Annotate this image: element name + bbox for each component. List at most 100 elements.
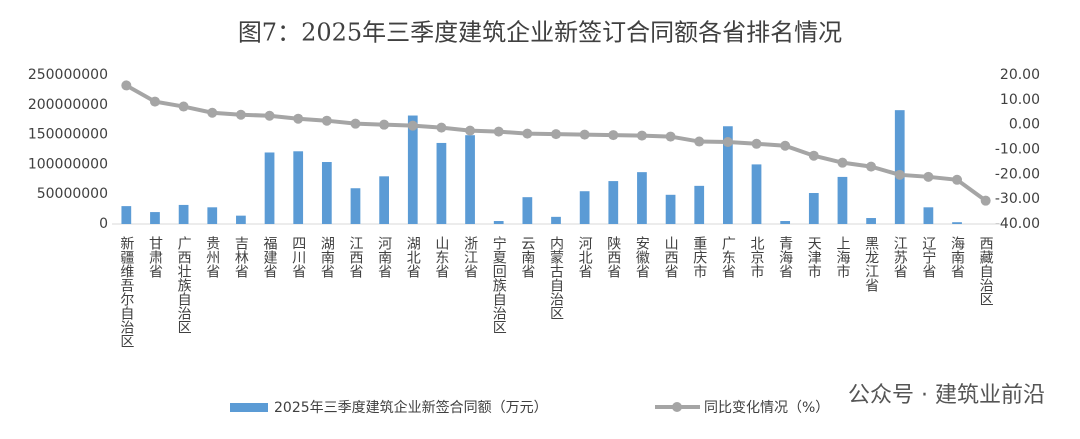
y-tick-label: 0 — [99, 216, 108, 232]
line-marker — [321, 115, 332, 126]
x-tick-label: 湖北省 — [405, 236, 421, 278]
legend-label: 2025年三季度建筑企业新签合同额（万元） — [274, 399, 548, 416]
chart-title: 图7：2025年三季度建筑企业新签订合同额各省排名情况 — [238, 19, 842, 47]
bar — [551, 216, 561, 224]
x-tick-label: 云南省 — [519, 236, 535, 278]
bar — [264, 152, 275, 224]
x-tick-label: 河南省 — [376, 236, 392, 278]
bar — [150, 212, 160, 224]
bar — [465, 135, 475, 224]
bar — [923, 207, 934, 224]
line-marker — [436, 122, 447, 133]
line-marker — [579, 129, 590, 140]
line-marker — [551, 129, 561, 140]
line-marker — [808, 150, 819, 161]
bar — [436, 142, 447, 224]
bar — [723, 126, 733, 224]
x-tick-label: 广西壮族自治区 — [176, 236, 192, 334]
bar — [121, 206, 132, 224]
x-tick-label: 新疆维吾尔自治区 — [118, 236, 134, 348]
bar — [293, 151, 304, 224]
legend-swatch — [672, 402, 682, 412]
line-marker — [407, 120, 418, 131]
bar — [207, 207, 218, 224]
x-tick-label: 黑龙江省 — [863, 236, 879, 292]
x-tick-label: 天津市 — [806, 236, 822, 278]
line-marker — [493, 126, 504, 137]
y2-tick-label: -10.00 — [995, 142, 1040, 158]
line-marker — [780, 140, 791, 151]
x-tick-label: 青海省 — [777, 236, 793, 278]
x-tick-label: 福建省 — [262, 236, 278, 278]
line-marker — [178, 101, 189, 112]
line-marker — [522, 128, 533, 139]
line-marker — [379, 119, 390, 130]
line-marker — [465, 125, 476, 136]
bar — [665, 194, 676, 224]
x-tick-label: 吉林省 — [233, 236, 249, 278]
x-tick-label: 海南省 — [949, 236, 965, 278]
line-marker — [264, 110, 275, 121]
y-tick-label: 100000000 — [28, 156, 108, 172]
line-marker — [694, 136, 705, 147]
line-marker — [350, 118, 361, 129]
line-marker — [636, 130, 647, 141]
line-marker — [235, 109, 246, 120]
bar — [837, 176, 848, 224]
x-tick-label: 贵州省 — [204, 236, 220, 278]
x-tick-label: 上海市 — [834, 236, 850, 278]
line-marker — [751, 138, 762, 149]
x-tick-label: 江苏省 — [892, 236, 908, 278]
x-tick-label: 内蒙古自治区 — [548, 236, 564, 320]
y2-tick-label: 20.00 — [1000, 67, 1040, 83]
line-marker — [722, 137, 733, 148]
y2-tick-label: -30.00 — [995, 191, 1040, 207]
x-tick-label: 重庆市 — [691, 236, 707, 278]
bar — [178, 204, 189, 224]
legend-swatch — [230, 403, 268, 412]
y-tick-label: 50000000 — [37, 186, 108, 202]
line-marker — [894, 169, 905, 180]
x-tick-label: 西藏自治区 — [978, 236, 994, 306]
x-tick-label: 甘肃省 — [147, 236, 163, 278]
x-tick-label: 四川省 — [290, 236, 306, 278]
x-tick-label: 辽宁省 — [920, 236, 936, 278]
x-tick-label: 北京市 — [749, 236, 765, 278]
bar — [751, 164, 762, 224]
x-tick-label: 安徽省 — [634, 236, 650, 278]
bar — [407, 115, 418, 224]
line-marker — [923, 171, 934, 182]
line-marker — [121, 80, 132, 91]
x-tick-label: 山东省 — [433, 236, 449, 278]
bar — [694, 185, 705, 224]
watermark: 公众号 · 建筑业前沿 — [848, 383, 1045, 408]
bar — [894, 110, 905, 224]
bar — [379, 176, 389, 224]
y2-tick-label: 0.00 — [1009, 117, 1040, 133]
bar — [579, 191, 590, 224]
x-tick-label: 浙江省 — [462, 236, 478, 278]
line-marker — [207, 107, 218, 118]
x-tick-label: 河北省 — [577, 236, 593, 278]
bar — [350, 188, 361, 224]
y-tick-label: 250000000 — [28, 67, 108, 83]
line-marker — [608, 130, 619, 141]
line-marker — [293, 113, 304, 124]
bar — [637, 172, 647, 224]
x-tick-label: 江西省 — [347, 236, 363, 278]
x-tick-label: 湖南省 — [319, 236, 335, 278]
bar — [952, 222, 962, 224]
line-marker — [837, 157, 848, 168]
line-marker — [665, 131, 676, 142]
line-marker — [980, 195, 991, 206]
legend-label: 同比变化情况（%） — [704, 400, 829, 416]
y2-tick-label: -20.00 — [995, 166, 1040, 182]
line-marker — [866, 161, 877, 172]
bar — [808, 193, 819, 224]
x-tick-label: 宁夏回族自治区 — [491, 235, 507, 334]
bar — [493, 221, 504, 224]
x-tick-label: 陕西省 — [605, 236, 621, 278]
